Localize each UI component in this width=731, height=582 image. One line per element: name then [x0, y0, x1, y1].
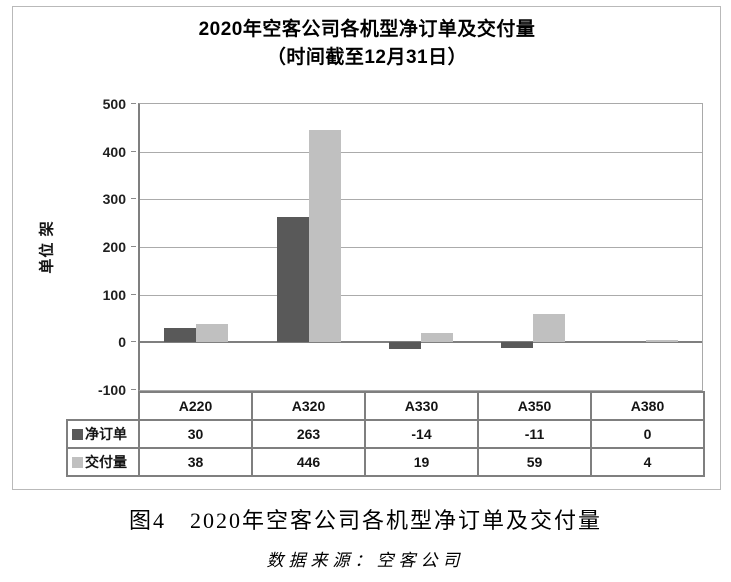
y-tick-label: 300 [102, 191, 126, 208]
category-header-a350: A350 [477, 391, 592, 421]
y-tick-label: 200 [102, 239, 126, 255]
table-corner-cell [67, 392, 139, 420]
gridline [140, 247, 702, 248]
y-tick-label: 400 [102, 143, 126, 160]
legend-swatch-net-orders [72, 429, 83, 440]
gridline [140, 151, 702, 153]
category-header-a220: A220 [138, 391, 253, 421]
bar-net-orders-a350 [501, 342, 533, 348]
bar-deliveries-a350 [533, 314, 565, 343]
y-tick-label: 500 [102, 96, 126, 112]
bar-deliveries-a330 [421, 333, 453, 343]
table-row-deliveries: 交付量 38 446 19 59 4 [66, 447, 705, 477]
y-tick-mark [131, 103, 136, 104]
value-cell-deliveries-a380: 4 [590, 447, 705, 477]
y-tick-label: 0 [118, 334, 126, 351]
category-header-a320: A320 [251, 391, 366, 421]
y-tick-mark [131, 341, 136, 343]
y-tick-mark [131, 198, 136, 200]
bar-deliveries-a220 [196, 324, 228, 343]
bar-net-orders-a220 [164, 328, 196, 343]
value-cell-deliveries-a220: 38 [138, 447, 253, 477]
gridline [140, 294, 702, 296]
value-cell-deliveries-a320: 446 [251, 447, 366, 477]
table-row-net-orders: 净订单 30 263 -14 -11 0 [66, 419, 705, 449]
bar-deliveries-a320 [309, 129, 341, 343]
x-axis-zero-line [140, 341, 702, 344]
value-cell-deliveries-a330: 19 [364, 447, 479, 477]
figure-caption: 图4 2020年空客公司各机型净订单及交付量 [128, 508, 602, 533]
gridline [140, 199, 702, 201]
y-axis-title: 单位 架 [38, 220, 56, 274]
data-source: 数据来源：空客公司 [266, 551, 465, 570]
y-tick-mark [131, 150, 136, 152]
legend-cell-deliveries: 交付量 [66, 447, 140, 477]
y-tick-label: -100 [97, 382, 126, 398]
data-table: A220 A320 A330 A350 A380 净订单 30 263 -14 -11 0 交付量 38… [66, 391, 705, 477]
legend-label-net-orders: 净订单 [85, 426, 127, 442]
bar-net-orders-a330 [389, 342, 421, 349]
table-header-row: A220 A320 A330 A350 A380 [67, 391, 705, 421]
y-tick-mark [131, 389, 136, 390]
bar-deliveries-a380 [646, 340, 678, 343]
category-header-a330: A330 [364, 391, 479, 421]
value-cell-net-orders-a330: -14 [364, 419, 479, 449]
chart-title-line1: 2020年空客公司各机型净订单及交付量 [198, 19, 536, 40]
y-tick-mark [131, 246, 136, 247]
legend-label-deliveries: 交付量 [85, 454, 127, 470]
plot-area [138, 103, 703, 396]
y-tick-mark [131, 293, 136, 295]
legend-cell-net-orders: 净订单 [66, 419, 140, 449]
bar-net-orders-a320 [277, 216, 309, 343]
legend-swatch-deliveries [72, 457, 83, 468]
y-tick-label: 100 [102, 286, 126, 303]
chart-title-line2: （时间截至12月31日） [266, 47, 468, 68]
value-cell-net-orders-a380: 0 [590, 419, 705, 449]
value-cell-net-orders-a350: -11 [477, 419, 592, 449]
value-cell-net-orders-a220: 30 [138, 419, 253, 449]
value-cell-net-orders-a320: 263 [251, 419, 366, 449]
category-header-a380: A380 [590, 391, 705, 421]
value-cell-deliveries-a350: 59 [477, 447, 592, 477]
